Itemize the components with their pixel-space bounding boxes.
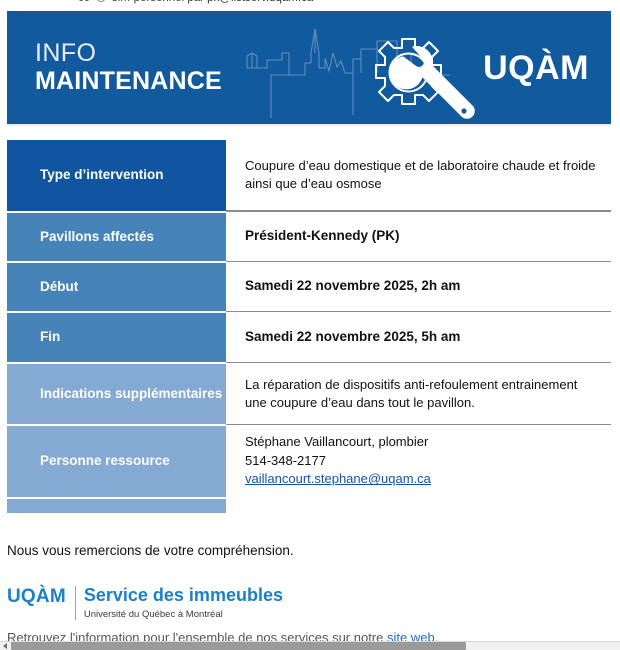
banner-title-maintenance: MAINTENANCE bbox=[35, 67, 222, 95]
row-label-debut: Début bbox=[7, 261, 226, 311]
row-value-pavillons-affectes: Président-Kennedy (PK) bbox=[226, 211, 611, 261]
banner-title-info: INFO bbox=[35, 39, 97, 67]
mail-cc-label: cc bbox=[78, 0, 90, 4]
table-row: Indications supplémentaires La réparatio… bbox=[7, 362, 611, 424]
maintenance-info-table: Type d’intervention Coupure d’eau domest… bbox=[7, 140, 611, 513]
footer-logo-text: Service des immeubles Université du Québ… bbox=[84, 586, 283, 620]
table-row: Pavillons affectés Président-Kennedy (PK… bbox=[7, 211, 611, 261]
row-label-spacer bbox=[7, 497, 226, 513]
row-label-fin: Fin bbox=[7, 311, 226, 362]
scroll-left-arrow-icon[interactable] bbox=[0, 642, 11, 650]
scrollbar-thumb[interactable] bbox=[11, 642, 466, 650]
footer-university-name: Université du Québec à Montréal bbox=[83, 608, 223, 620]
row-value-type-intervention: Coupure d’eau domestique et de laboratoi… bbox=[226, 140, 611, 211]
row-label-type-intervention: Type d’intervention bbox=[7, 140, 226, 211]
contact-phone: 514-348-2177 bbox=[245, 452, 326, 468]
footer-logo: UQÀM Service des immeubles Université du… bbox=[7, 586, 283, 620]
table-row: Personne ressource Stéphane Vaillancourt… bbox=[7, 424, 611, 497]
row-label-indications-supplementaires: Indications supplémentaires bbox=[7, 362, 226, 424]
table-row-spacer bbox=[7, 497, 611, 513]
footer-logo-divider bbox=[74, 586, 76, 620]
closing-text: Nous vous remercions de votre compréhens… bbox=[7, 543, 294, 558]
contact-block: Stéphane Vaillancourt, plombier 514-348-… bbox=[245, 433, 431, 490]
contact-name-role: Stéphane Vaillancourt, plombier bbox=[245, 433, 429, 449]
row-label-personne-ressource: Personne ressource bbox=[7, 424, 226, 497]
gear-wrench-icon bbox=[375, 38, 475, 119]
row-label-pavillons-affectes: Pavillons affectés bbox=[7, 211, 226, 261]
table-row: Début Samedi 22 novembre 2025, 2h am bbox=[7, 261, 611, 311]
table-row: Fin Samedi 22 novembre 2025, 5h am bbox=[7, 311, 611, 362]
mail-recipient: sim-personnel par bbox=[112, 0, 204, 4]
footer-uqam-wordmark: UQÀM bbox=[7, 586, 66, 607]
footer-note-text-after: . bbox=[434, 630, 439, 645]
scrollbar-track[interactable] bbox=[466, 642, 620, 650]
footer-service-name: Service des immeubles bbox=[83, 585, 283, 605]
mail-cc-line: cc sim-personnel par pk@listserv.uqam.ca bbox=[78, 0, 313, 4]
row-value-fin: Samedi 22 novembre 2025, 5h am bbox=[226, 311, 611, 362]
contact-presence-icon bbox=[95, 0, 106, 2]
contact-email-link[interactable]: vaillancourt.stephane@uqam.ca bbox=[245, 471, 431, 487]
mail-meta-strip: cc sim-personnel par pk@listserv.uqam.ca bbox=[0, 0, 620, 9]
horizontal-scrollbar[interactable] bbox=[0, 641, 620, 650]
info-maintenance-banner: INFO MAINTENANCE UQÀM bbox=[7, 11, 611, 126]
row-value-debut: Samedi 22 novembre 2025, 2h am bbox=[226, 261, 611, 311]
row-value-spacer bbox=[226, 497, 611, 513]
row-value-personne-ressource: Stéphane Vaillancourt, plombier 514-348-… bbox=[226, 424, 611, 497]
wrench-handle-dot bbox=[460, 107, 468, 115]
row-value-indications-supplementaires: La réparation de dispositifs anti-refoul… bbox=[226, 362, 611, 424]
banner-title: INFO MAINTENANCE bbox=[35, 39, 222, 95]
table-row: Type d’intervention Coupure d’eau domest… bbox=[7, 140, 611, 211]
banner-bottom-rule bbox=[7, 124, 611, 126]
mail-address[interactable]: pk@listserv.uqam.ca bbox=[207, 0, 313, 4]
uqam-banner-logo: UQÀM bbox=[483, 49, 589, 87]
